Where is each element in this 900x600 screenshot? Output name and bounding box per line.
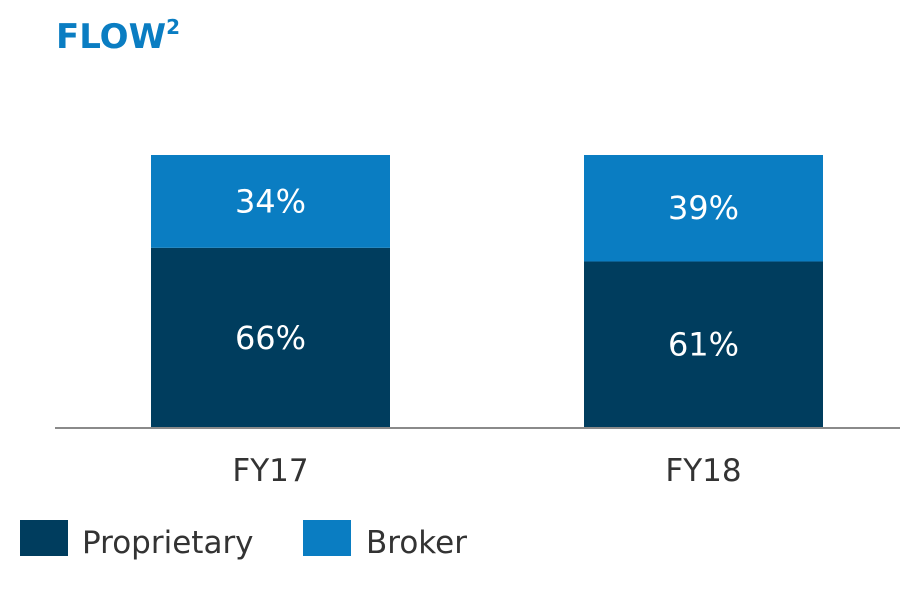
bar-segment-broker-fy18 <box>584 155 823 262</box>
bar-segment-proprietary-fy17 <box>151 247 390 428</box>
x-tick-label-fy17: FY17 <box>232 453 308 489</box>
legend-swatch-proprietary <box>20 520 68 556</box>
chart-title-main: FLOW <box>56 17 166 57</box>
data-label-broker-fy17: 34% <box>235 182 306 220</box>
chart-title-superscript: 2 <box>166 15 180 39</box>
bar-segment-broker-fy17 <box>151 155 390 248</box>
legend-swatch-broker <box>303 520 351 556</box>
data-label-proprietary-fy18: 61% <box>668 326 739 364</box>
chart-title: FLOW2 <box>56 15 180 57</box>
bars-group: 66% 34% 61% 39% <box>151 155 823 428</box>
data-label-proprietary-fy17: 66% <box>235 319 306 357</box>
legend: Proprietary Broker <box>20 520 467 561</box>
bar-segment-proprietary-fy18 <box>584 261 823 428</box>
data-label-broker-fy18: 39% <box>668 189 739 227</box>
legend-label-proprietary: Proprietary <box>82 525 254 561</box>
legend-label-broker: Broker <box>366 525 467 561</box>
x-tick-label-fy18: FY18 <box>665 453 741 489</box>
x-axis-ticks: FY17 FY18 <box>232 453 741 489</box>
